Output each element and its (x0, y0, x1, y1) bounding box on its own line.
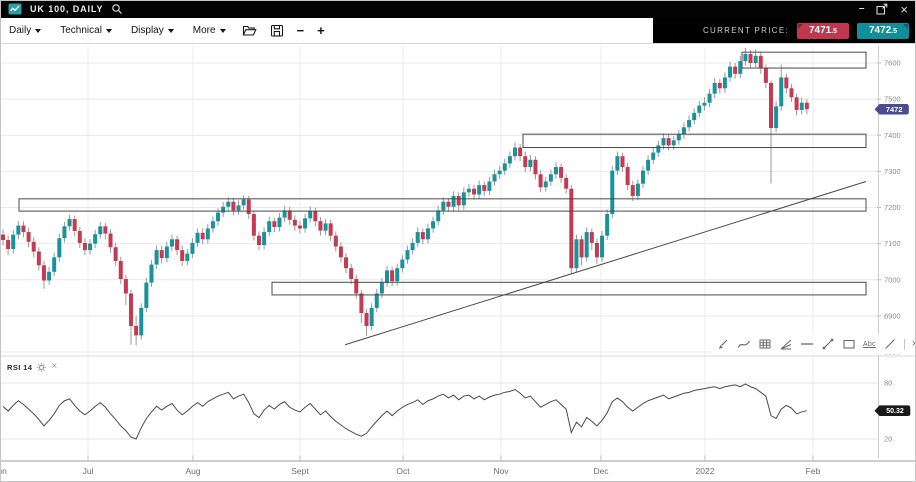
menu-technical[interactable]: Technical (60, 25, 112, 36)
rectangle-tool-icon[interactable] (842, 337, 856, 351)
month-label: Oct (396, 466, 410, 476)
rsi-label: RSI 14 (7, 362, 33, 372)
diagonal-line-tool-icon[interactable] (883, 337, 897, 351)
month-label: Dec (593, 466, 609, 476)
trendline[interactable] (344, 181, 867, 346)
sell-arrow-icon (798, 23, 803, 29)
chevron-down-icon (105, 28, 112, 33)
month-label: Jul (83, 466, 94, 476)
rsi-close-icon[interactable]: × (51, 361, 58, 372)
text-abc-tool-icon[interactable]: Abc (863, 340, 876, 348)
sell-price-int: 7471 (808, 24, 832, 36)
buy-price-button[interactable]: 7472.5 (857, 22, 909, 39)
support-resistance-box[interactable] (741, 51, 867, 69)
month-label: Jun (0, 466, 7, 476)
sell-price-button[interactable]: 7471.5 (797, 22, 849, 39)
toolbar-icons: − + (242, 18, 325, 43)
zoom-in-button[interactable]: + (317, 23, 325, 38)
divider-icon (903, 338, 905, 350)
month-label: Sept (291, 466, 309, 476)
chevron-down-icon (219, 28, 226, 33)
chevron-down-icon (167, 28, 174, 33)
chart-toolbar: Daily Technical Display More − + CURRENT… (0, 18, 916, 44)
popout-icon[interactable] (876, 3, 888, 15)
zoom-out-button[interactable]: − (296, 23, 305, 38)
price-tick-label: 7400 (884, 131, 901, 140)
support-resistance-box[interactable] (271, 281, 867, 296)
month-label: Aug (185, 466, 200, 476)
buy-price-int: 7472 (868, 24, 892, 36)
month-label: Feb (806, 466, 821, 476)
instrument-title: UK 100, DAILY (30, 4, 104, 14)
price-tick-label: 7600 (884, 59, 901, 68)
support-resistance-box[interactable] (522, 133, 867, 149)
current-price-marker-label: 7472 (886, 105, 903, 114)
app-logo-icon (8, 3, 22, 15)
axes: 7600750074007300720071007000690068008020… (0, 46, 916, 476)
chevron-down-icon (35, 28, 42, 33)
menu-row: Daily Technical Display More (0, 18, 226, 43)
search-icon[interactable] (111, 3, 123, 15)
rsi-value-marker (874, 405, 911, 417)
freehand-curve-tool-icon[interactable] (737, 337, 751, 351)
drawn-annotations (18, 51, 867, 346)
open-folder-icon[interactable] (242, 24, 257, 37)
rsi-value-marker-label: 50.32 (886, 408, 904, 415)
save-icon[interactable] (270, 24, 284, 37)
month-label: 2022 (696, 466, 715, 476)
price-tick-label: 6900 (884, 311, 901, 320)
grid-tool-icon[interactable] (758, 337, 772, 351)
current-price-strip: CURRENT PRICE: 7471.5 7472.5 (652, 18, 916, 43)
buy-price-frac: .5 (891, 27, 898, 35)
pen-tool-icon[interactable] (716, 337, 730, 351)
menu-more[interactable]: More (193, 25, 226, 36)
horizontal-line-tool-icon[interactable] (800, 337, 814, 351)
rsi-line (2, 383, 807, 440)
menu-display[interactable]: Display (131, 25, 174, 36)
trend-segment-tool-icon[interactable] (821, 337, 835, 351)
close-icon[interactable]: × (911, 337, 916, 350)
price-tick-label: 7100 (884, 239, 901, 248)
menu-daily[interactable]: Daily (9, 25, 42, 36)
price-tick-label: 7300 (884, 167, 901, 176)
current-price-label: CURRENT PRICE: (702, 26, 789, 35)
price-tick-label: 7500 (884, 95, 901, 104)
title-bar: UK 100, DAILY – × (0, 0, 916, 18)
gridlines (0, 46, 878, 458)
sell-price-frac: .5 (831, 27, 838, 35)
buy-arrow-icon (903, 23, 908, 29)
rsi-tick-label: 80 (884, 379, 892, 388)
settings-gear-icon[interactable] (37, 362, 47, 372)
candlestick-series (1, 47, 809, 346)
rsi-tick-label: 20 (884, 435, 892, 444)
window-controls: – × (859, 3, 908, 16)
current-price-marker (874, 103, 909, 115)
month-label: Nov (493, 466, 509, 476)
axis-markers: 7472 50.32 (874, 103, 911, 417)
drawing-toolbar: Abc × (711, 334, 916, 354)
rsi-header: RSI 14 × (7, 362, 57, 372)
price-tick-label: 7000 (884, 275, 901, 284)
minimize-button[interactable]: – (858, 3, 865, 14)
fan-lines-tool-icon[interactable] (779, 337, 793, 351)
price-tick-label: 7200 (884, 203, 901, 212)
support-resistance-box[interactable] (18, 198, 867, 212)
close-button[interactable]: × (900, 1, 908, 17)
